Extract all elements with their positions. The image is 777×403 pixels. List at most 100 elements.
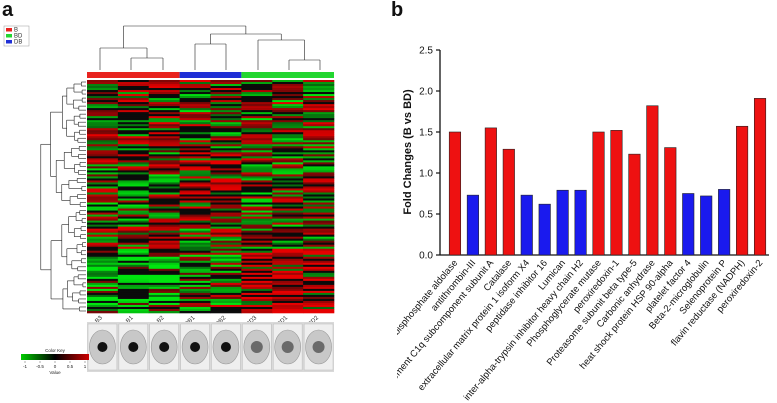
heatmap-cell: [210, 300, 242, 304]
heatmap-cell: [179, 110, 211, 113]
heatmap-cell: [87, 84, 119, 87]
heatmap-cell: [148, 286, 180, 290]
heatmap-cell: [303, 210, 335, 213]
heatmap-cell: [87, 144, 119, 147]
heatmap-cell: [303, 168, 335, 171]
heatmap-cell: [303, 204, 335, 207]
heatmap-cell: [117, 298, 150, 302]
heatmap-cell: [148, 146, 180, 149]
heatmap-cell: [148, 216, 180, 219]
heatmap-cell: [241, 308, 273, 312]
heatmap-cell: [241, 244, 273, 248]
heatmap-cell: [179, 234, 211, 237]
heatmap-cell: [117, 94, 150, 97]
heatmap-cell: [148, 102, 180, 105]
heatmap-cell: [87, 258, 119, 262]
heatmap-cell: [87, 266, 119, 270]
heatmap-cell: [241, 296, 273, 300]
heatmap-cell: [241, 238, 273, 241]
heatmap-cell: [148, 270, 180, 274]
heatmap-cell: [148, 182, 180, 185]
heatmap-cell: [117, 282, 150, 286]
bar: [700, 195, 713, 256]
heatmap-cell: [148, 162, 180, 165]
heatmap-cell: [272, 240, 304, 243]
heatmap-cell: [117, 126, 150, 129]
sample-image-spot: [128, 342, 139, 352]
heatmap-cell: [148, 246, 180, 250]
heatmap-cell: [148, 224, 180, 227]
heatmap-cell: [148, 248, 180, 252]
heatmap-cell: [179, 268, 211, 272]
heatmap-cell: [117, 82, 150, 85]
x-axis-labels: Fructose-bisphosphate aldolaseantithromb…: [397, 257, 765, 403]
heatmap-cell: [117, 170, 150, 173]
row-dendrogram: [40, 81, 86, 312]
heatmap-cell: [241, 298, 273, 302]
heatmap-cell: [117, 218, 150, 221]
heatmap-cell: [148, 294, 180, 298]
heatmap-cell: [117, 182, 150, 185]
heatmap-cell: [179, 222, 211, 225]
heatmap-cell: [117, 100, 150, 103]
heatmap-cell: [272, 310, 304, 314]
heatmap-cell: [303, 266, 335, 270]
heatmap-cell: [303, 272, 335, 276]
heatmap-cell: [179, 142, 211, 145]
heatmap-cell: [303, 94, 335, 97]
heatmap-cell: [117, 200, 150, 203]
bar: [610, 130, 623, 256]
heatmap-cell: [303, 258, 335, 262]
heatmap-cell: [179, 128, 211, 131]
heatmap-cell: [117, 226, 150, 229]
heatmap-cell: [241, 126, 273, 129]
heatmap-cell: [272, 92, 304, 95]
heatmap-cell: [303, 176, 335, 179]
heatmap-cell: [117, 196, 150, 199]
heatmap-cell: [148, 306, 180, 310]
heatmap-cell: [87, 310, 119, 314]
heatmap-cell: [241, 114, 273, 117]
heatmap-cell: [210, 204, 242, 207]
heatmap-cell: [148, 152, 180, 155]
heatmap-cell: [117, 144, 150, 147]
heatmap-cell: [241, 212, 273, 215]
heatmap-cell: [179, 92, 211, 95]
heatmap-cell: [303, 190, 335, 193]
heatmap-cell: [303, 212, 335, 215]
heatmap-cell: [210, 222, 242, 225]
heatmap-cell: [210, 162, 242, 165]
heatmap-cell: [210, 136, 242, 139]
heatmap-cell: [148, 304, 180, 308]
heatmap-cell: [272, 238, 304, 241]
heatmap-cell: [148, 220, 180, 223]
heatmap-cell: [241, 190, 273, 193]
heatmap-cell: [179, 256, 211, 260]
heatmap-cell: [179, 120, 211, 123]
heatmap-cell: [179, 272, 211, 276]
heatmap-cell: [272, 226, 304, 229]
heatmap-cell: [272, 166, 304, 169]
heatmap-cell: [179, 102, 211, 105]
heatmap-cell: [148, 206, 180, 209]
heatmap-cell: [87, 94, 119, 97]
heatmap-cell: [117, 238, 150, 241]
heatmap-cell: [241, 274, 273, 278]
heatmap-cell: [179, 98, 211, 101]
heatmap-cell: [241, 246, 273, 250]
heatmap-cell: [303, 308, 335, 312]
heatmap-cell: [179, 126, 211, 129]
heatmap-cell: [179, 278, 211, 282]
heatmap-cell: [241, 198, 273, 201]
heatmap-cell: [272, 308, 304, 312]
heatmap-cell: [272, 206, 304, 209]
heatmap-cell: [210, 220, 242, 223]
heatmap-cell: [148, 230, 180, 233]
heatmap-cell: [272, 210, 304, 213]
heatmap-cell: [241, 282, 273, 286]
heatmap-cell: [210, 106, 242, 109]
heatmap-cell: [303, 262, 335, 266]
heatmap-cell: [148, 282, 180, 286]
heatmap-cell: [117, 176, 150, 179]
